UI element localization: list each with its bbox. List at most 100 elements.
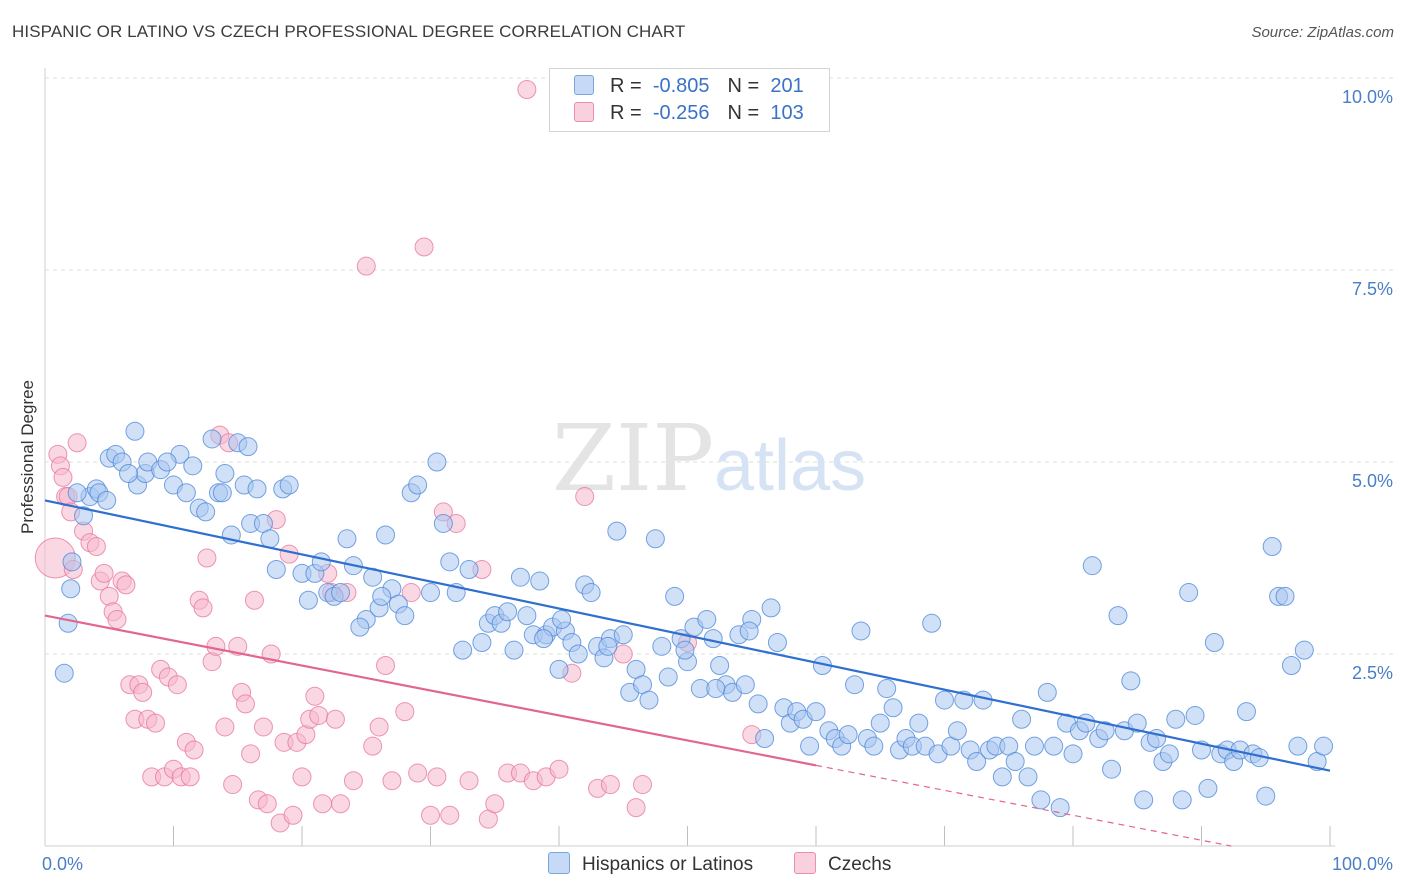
hispanic-point xyxy=(440,552,460,572)
hispanic-point xyxy=(877,679,897,699)
czech-point xyxy=(517,80,537,100)
czech-point xyxy=(613,644,633,664)
hispanic-point xyxy=(157,452,177,472)
hispanic-point xyxy=(1018,767,1038,787)
hispanic-point xyxy=(1204,632,1224,652)
czech-point xyxy=(215,717,235,737)
hispanic-point xyxy=(472,632,492,652)
hispanic-point xyxy=(675,640,695,660)
hispanic-point xyxy=(652,636,672,656)
czech-point xyxy=(223,775,243,795)
czech-point xyxy=(356,256,376,276)
hispanic-point xyxy=(665,586,685,606)
trend-lines xyxy=(44,499,1331,847)
czech-point xyxy=(184,740,204,760)
hispanic-point xyxy=(1121,671,1141,691)
bottom-legend-hispanics: Hispanics or Latinos xyxy=(548,852,753,876)
czech-point xyxy=(283,805,303,825)
czech-point xyxy=(440,805,460,825)
hispanic-point xyxy=(372,586,392,606)
czech-point xyxy=(427,767,447,787)
legend-n-label: N = xyxy=(727,75,760,97)
hispanic-point xyxy=(427,452,447,472)
hispanic-point xyxy=(845,675,865,695)
hispanic-point xyxy=(735,675,755,695)
czech-point xyxy=(197,548,217,568)
czech-point xyxy=(257,794,277,814)
hispanic-point xyxy=(658,667,678,687)
hispanic-point xyxy=(337,529,357,549)
y-tick-label: 2.5% xyxy=(1352,663,1393,683)
hispanic-point xyxy=(1166,709,1186,729)
legend-r-value: -0.805 xyxy=(652,75,710,97)
hispanic-point xyxy=(376,525,396,545)
hispanic-point xyxy=(298,590,318,610)
hispanic-point xyxy=(510,567,530,587)
czech-point xyxy=(395,702,415,722)
hispanic-point xyxy=(1281,656,1301,676)
hispanic-point xyxy=(697,609,717,629)
legend-r-value: -0.256 xyxy=(652,102,710,124)
czech-point xyxy=(253,717,273,737)
hispanic-point xyxy=(706,679,726,699)
czech-point xyxy=(206,636,226,656)
czech-point xyxy=(575,487,595,507)
hispanic-point xyxy=(767,632,787,652)
hispanic-point xyxy=(363,567,383,587)
hispanic-point xyxy=(215,464,235,484)
chart-source: Source: ZipAtlas.com xyxy=(1251,24,1394,41)
hispanic-point xyxy=(922,613,942,633)
hispanic-point xyxy=(350,617,370,637)
hispanic-point xyxy=(755,728,775,748)
hispanic-point xyxy=(645,529,665,549)
bottom-legend-swatch-hispanics xyxy=(548,852,570,874)
czech-point xyxy=(244,590,264,610)
hispanic-point xyxy=(58,613,78,633)
czech-point xyxy=(382,771,402,791)
hispanic-point xyxy=(517,606,537,626)
hispanic-point xyxy=(67,483,87,503)
y-tick-label: 7.5% xyxy=(1352,279,1393,299)
hispanic-point xyxy=(498,602,518,622)
hispanic-point xyxy=(1005,752,1025,772)
hispanic-point xyxy=(838,725,858,745)
czech-point xyxy=(363,736,383,756)
hispanic-point xyxy=(266,560,286,580)
hispanic-point xyxy=(1102,759,1122,779)
czech-point xyxy=(235,694,255,714)
legend-swatch-hispanics xyxy=(574,75,594,95)
legend-row-hispanics: R = -0.805 N = 201 xyxy=(574,75,804,99)
hispanic-point xyxy=(247,479,267,499)
hispanic-point xyxy=(864,736,884,756)
czech-point xyxy=(408,763,428,783)
hispanic-point xyxy=(967,752,987,772)
hispanics-trend-line xyxy=(44,499,1331,772)
hispanic-point xyxy=(421,583,440,603)
hispanic-point xyxy=(54,663,74,683)
hispanic-point xyxy=(238,437,258,457)
y-tick-label: 10.0% xyxy=(1342,87,1393,107)
hispanic-point xyxy=(992,767,1012,787)
czech-point xyxy=(167,675,187,695)
legend-n-label: N = xyxy=(727,102,760,124)
y-axis-label: Professional Degree xyxy=(18,380,37,534)
hispanic-point xyxy=(119,464,139,484)
czech-point xyxy=(116,575,136,595)
x-tick-label: 0.0% xyxy=(42,854,83,874)
hispanic-point xyxy=(1037,682,1057,702)
hispanic-point xyxy=(408,475,428,495)
hispanic-point xyxy=(1159,744,1179,764)
hispanic-point xyxy=(1288,736,1308,756)
y-tick-label: 5.0% xyxy=(1352,471,1393,491)
hispanic-point xyxy=(935,690,954,710)
czech-point xyxy=(376,656,396,676)
hispanic-point xyxy=(534,629,554,649)
hispanic-point xyxy=(581,583,601,603)
czech-point xyxy=(193,598,213,618)
czechs-trend-line xyxy=(44,614,817,767)
hispanic-point xyxy=(202,429,222,449)
hispanic-point xyxy=(453,640,473,660)
czech-point xyxy=(343,771,363,791)
czechs-trend-extension xyxy=(815,764,1232,847)
